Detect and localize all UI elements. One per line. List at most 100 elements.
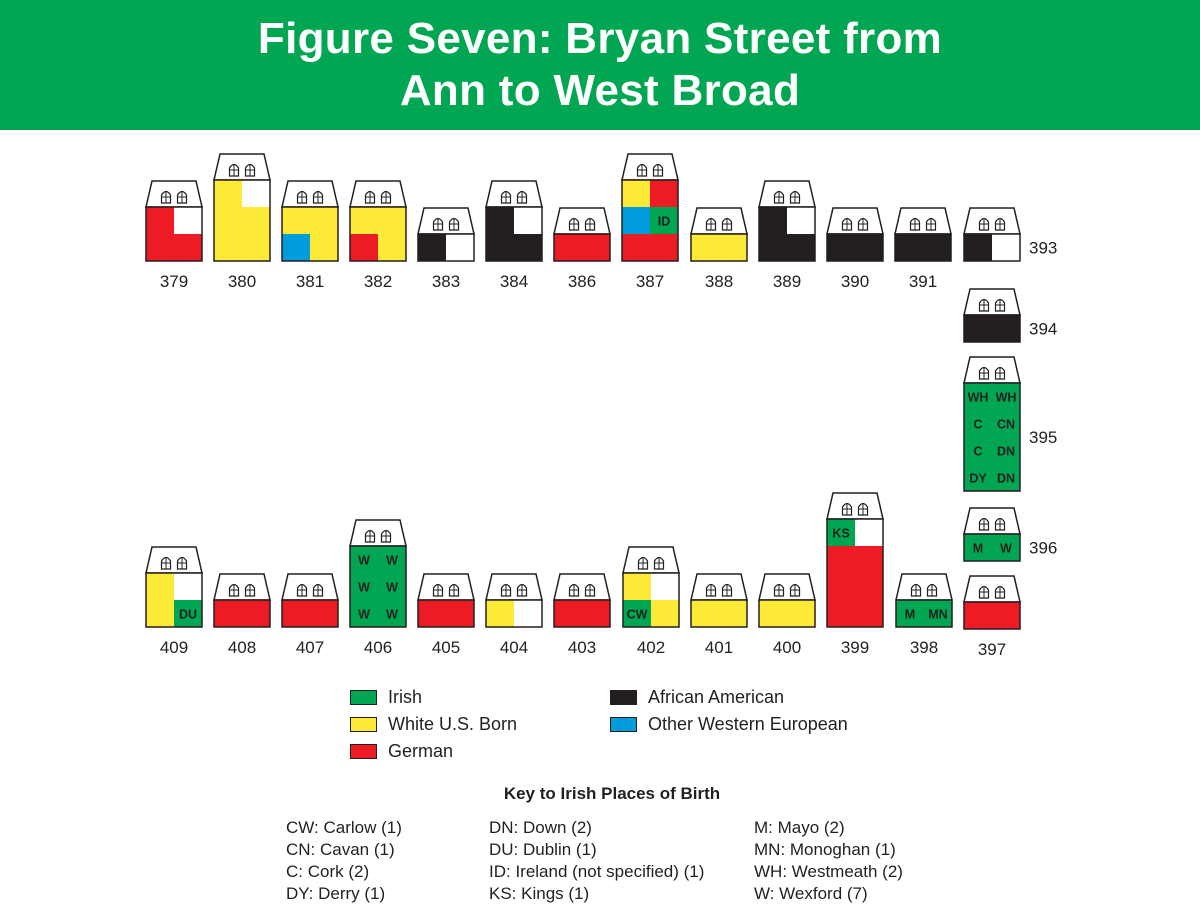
occupant-cell	[964, 315, 992, 342]
house-number: 406	[364, 638, 392, 657]
occupant-cell	[174, 234, 202, 261]
roof	[963, 575, 1021, 603]
house-number: 402	[637, 638, 665, 657]
house-398: M MN 398	[895, 573, 953, 657]
house-396: M W 396	[963, 507, 1057, 562]
house-408: 408	[213, 573, 271, 657]
roof	[417, 573, 475, 601]
occupant-cell	[418, 234, 446, 261]
birthplace-code: M	[973, 542, 983, 556]
birthplace-code: DN	[997, 472, 1015, 486]
house-number: 393	[1029, 239, 1057, 258]
house-number: 384	[500, 272, 528, 291]
house-379: 379	[145, 180, 203, 291]
birthplace-code: W	[358, 608, 370, 622]
birthplace-code: KS	[832, 527, 849, 541]
roof	[417, 207, 475, 235]
occupant-cell	[514, 234, 542, 261]
occupant-cell	[623, 573, 651, 600]
occupant-cell	[554, 234, 582, 261]
occupant-cell	[486, 600, 514, 627]
house-391: 391	[894, 207, 952, 291]
occupant-cell	[855, 600, 883, 627]
roof	[145, 180, 203, 208]
house-number: 397	[978, 640, 1006, 659]
birthplace-code: WH	[996, 391, 1017, 405]
roof	[690, 207, 748, 235]
roof	[553, 207, 611, 235]
occupant-cell	[146, 207, 174, 234]
occupant-cell	[378, 207, 406, 234]
occupant-cell	[350, 573, 378, 600]
roof	[349, 519, 407, 547]
birthplace-code: ID	[658, 215, 671, 229]
occupant-cell	[719, 234, 747, 261]
occupant-cell	[964, 602, 992, 629]
occupant-cell	[964, 383, 992, 410]
occupant-cell	[855, 234, 883, 261]
birthplace-code: W	[358, 554, 370, 568]
house-number: 387	[636, 272, 664, 291]
house-number: 389	[773, 272, 801, 291]
house-405: 405	[417, 573, 475, 657]
occupant-cell	[282, 600, 310, 627]
house-403: 403	[553, 573, 611, 657]
title-line-2: Ann to West Broad	[399, 66, 801, 115]
occupant-cell	[964, 410, 992, 437]
house-407: 407	[281, 573, 339, 657]
occupant-cell	[895, 234, 923, 261]
house-number: 388	[705, 272, 733, 291]
roof	[621, 153, 679, 181]
house-401: 401	[690, 573, 748, 657]
roof	[281, 573, 339, 601]
house-number: 386	[568, 272, 596, 291]
occupant-cell	[964, 234, 992, 261]
occupant-cell	[174, 573, 202, 600]
occupant-cell	[759, 207, 787, 234]
occupant-cell	[214, 600, 242, 627]
occupant-cell	[174, 600, 202, 627]
roof	[281, 180, 339, 208]
house-number: 381	[296, 272, 324, 291]
house-number: 390	[841, 272, 869, 291]
roof	[826, 207, 884, 235]
title-banner: Figure Seven: Bryan Street from Ann to W…	[0, 0, 1200, 130]
occupant-cell	[964, 437, 992, 464]
roof	[485, 180, 543, 208]
occupant-cell	[350, 207, 378, 234]
house-381: 381	[281, 180, 339, 291]
occupant-cell	[992, 315, 1020, 342]
birthplace-code: W	[358, 581, 370, 595]
house-number: 409	[160, 638, 188, 657]
house-number: 396	[1029, 539, 1057, 558]
occupant-cell	[651, 573, 679, 600]
occupant-cell	[896, 600, 924, 627]
occupant-cell	[855, 546, 883, 573]
occupant-cell	[855, 519, 883, 546]
occupant-cell	[759, 600, 787, 627]
house-386: 386	[553, 207, 611, 291]
occupant-cell	[691, 234, 719, 261]
occupant-cell	[378, 546, 406, 573]
house-number: 382	[364, 272, 392, 291]
occupant-cell	[582, 234, 610, 261]
house-395: WH WH C CN C DN DY DN 395	[963, 356, 1057, 492]
occupant-cell	[622, 207, 650, 234]
occupant-cell	[282, 234, 310, 261]
occupant-cell	[623, 600, 651, 627]
house-number: 404	[500, 638, 528, 657]
birthplace-code: WH	[968, 391, 989, 405]
birthplace-code: MN	[928, 608, 947, 622]
occupant-cell	[350, 600, 378, 627]
roof	[894, 207, 952, 235]
house-397: 397	[963, 575, 1021, 659]
occupant-cell	[146, 600, 174, 627]
birthplace-code: DN	[997, 445, 1015, 459]
occupant-cell	[719, 600, 747, 627]
occupant-cell	[650, 234, 678, 261]
occupant-cell	[310, 234, 338, 261]
roof	[895, 573, 953, 601]
roof	[963, 507, 1021, 535]
house-384: 384	[485, 180, 543, 291]
